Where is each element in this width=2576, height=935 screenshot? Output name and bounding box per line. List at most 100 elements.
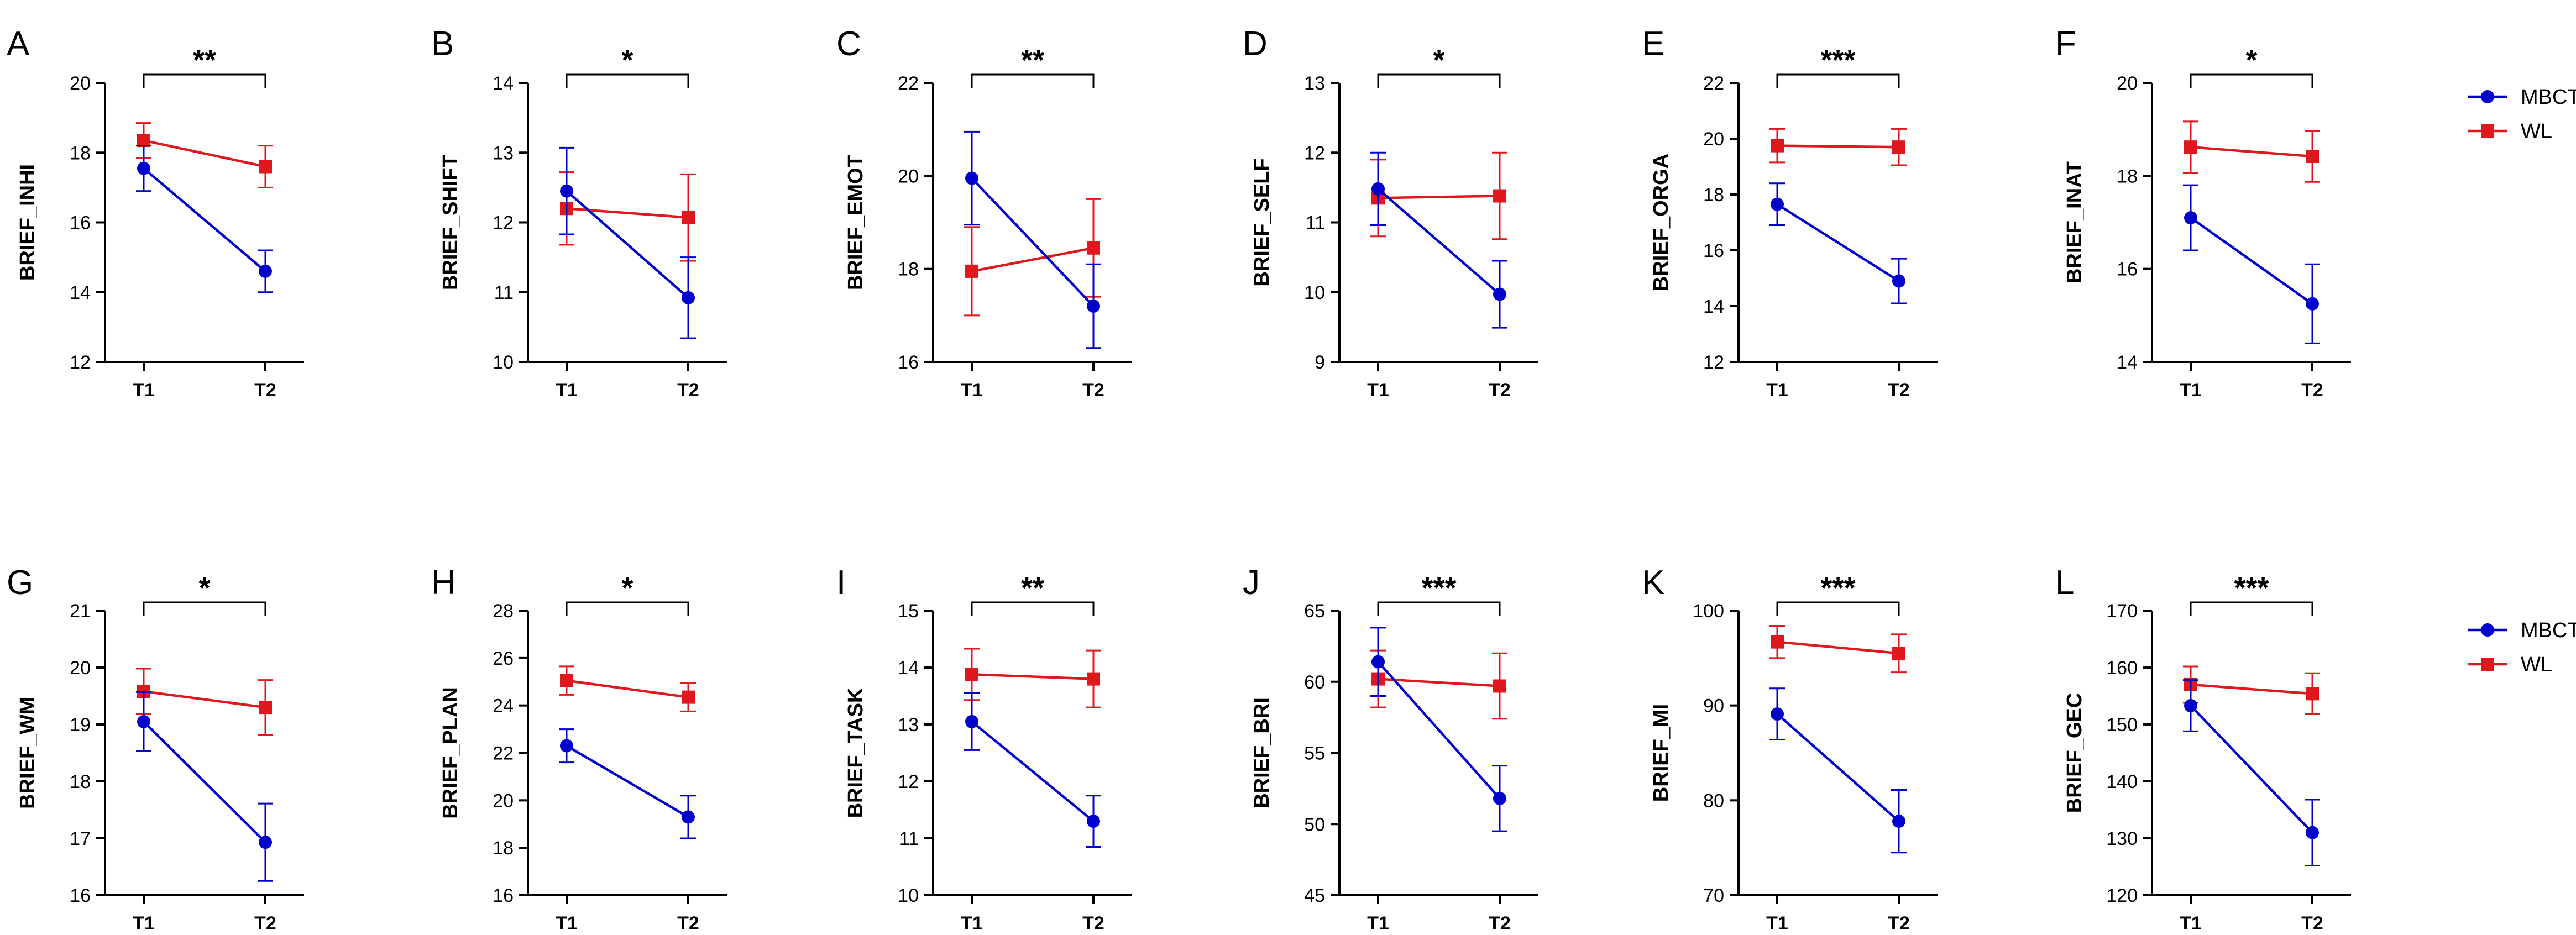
y-tick-label: 65 (1304, 601, 1325, 622)
series-line-mbct (1776, 203, 1900, 282)
x-tick-label: T1 (1766, 913, 1788, 934)
significance-label: ** (193, 44, 216, 77)
y-tick-label: 17 (70, 828, 91, 849)
panel-g: G 16 17 18 19 20 21 T1 T2 BRIEF_WM * (7, 564, 304, 934)
point-wl (965, 264, 978, 278)
y-tick-label: 60 (1304, 672, 1325, 693)
y-tick-label: 12 (898, 771, 919, 792)
point-mbct (1371, 182, 1385, 196)
y-axis-label: BRIEF_EMOT (844, 155, 867, 290)
series-wl (964, 648, 1101, 708)
series-wl (1769, 624, 1907, 674)
series-line-mbct (1377, 661, 1501, 800)
series-line-wl (971, 673, 1094, 680)
y-tick-label: 12 (1703, 352, 1724, 373)
y-tick-label: 21 (70, 601, 91, 622)
y-tick-label: 14 (1703, 296, 1724, 317)
series-mbct (136, 145, 273, 293)
series-mbct (1769, 687, 1907, 854)
series-wl (1769, 128, 1907, 166)
point-wl (1892, 647, 1905, 660)
panel-letter: E (1642, 25, 1664, 63)
series-line-mbct (2190, 705, 2313, 834)
significance-label: ** (1021, 44, 1044, 77)
y-tick-label: 160 (2106, 658, 2138, 679)
significance-label: * (1433, 44, 1444, 77)
x-tick-label: T2 (1888, 380, 1910, 401)
y-tick-label: 14 (70, 282, 91, 303)
y-tick-label: 10 (493, 352, 514, 373)
panel-k: K 70 80 90 100 T1 T2 BRIEF_MI *** (1642, 564, 1938, 934)
series-wl (559, 171, 696, 262)
x-tick-label: T2 (1489, 380, 1511, 401)
y-tick-label: 100 (1693, 601, 1724, 622)
x-tick-label: T1 (1367, 380, 1389, 401)
point-mbct (137, 715, 150, 728)
panel-letter: G (7, 564, 33, 602)
x-tick-label: T1 (2180, 380, 2202, 401)
series-line-wl (1378, 677, 1500, 687)
y-axis-label: BRIEF_MI (1650, 704, 1673, 802)
y-tick-label: 80 (1703, 790, 1724, 811)
y-tick-label: 28 (493, 601, 514, 622)
y-tick-label: 20 (2117, 73, 2138, 94)
significance-label: *** (1820, 571, 1855, 605)
y-tick-label: 13 (1304, 73, 1325, 94)
y-tick-label: 13 (493, 143, 514, 164)
series-line-mbct (1377, 188, 1501, 296)
y-tick-label: 22 (1703, 73, 1724, 94)
panel-letter: J (1243, 564, 1260, 602)
y-tick-label: 18 (2117, 166, 2138, 187)
point-mbct (560, 184, 573, 198)
panel-letter: D (1243, 25, 1268, 63)
point-wl (1493, 189, 1506, 203)
x-tick-label: T1 (961, 913, 983, 934)
series-mbct (2183, 679, 2320, 866)
y-tick-label: 150 (2106, 715, 2138, 736)
point-mbct (1771, 197, 1784, 211)
series-wl (2183, 120, 2320, 183)
point-mbct (259, 836, 272, 849)
y-axis-label: BRIEF_WM (16, 697, 39, 809)
series-line-wl (1777, 144, 1899, 149)
y-axis-label: BRIEF_GEC (2063, 693, 2086, 813)
point-mbct (1892, 815, 1905, 828)
series-wl (1370, 649, 1507, 720)
y-tick-label: 10 (1304, 282, 1325, 303)
point-wl (2306, 687, 2319, 701)
y-tick-label: 14 (2117, 352, 2138, 373)
point-mbct (1892, 274, 1905, 288)
series-mbct (964, 692, 1101, 848)
panel-e: E 12 14 16 18 20 22 T1 T2 BRIEF_ORGA *** (1642, 25, 1938, 401)
point-mbct (682, 810, 695, 824)
point-wl (1087, 241, 1100, 255)
series-line-wl (566, 207, 689, 219)
panel-j: J 45 50 55 60 65 T1 T2 BRIEF_BRI *** (1243, 564, 1538, 934)
significance-bracket (1377, 601, 1501, 616)
x-tick-label: T1 (1367, 913, 1389, 934)
legend-marker-mbct (2481, 623, 2494, 637)
series-mbct (1769, 182, 1907, 304)
y-tick-label: 22 (493, 743, 514, 764)
significance-bracket (566, 601, 689, 616)
point-mbct (259, 264, 272, 278)
point-wl (259, 701, 272, 715)
y-tick-label: 11 (899, 828, 919, 849)
y-tick-label: 24 (493, 696, 514, 717)
y-axis-label: BRIEF_SELF (1250, 158, 1274, 286)
significance-bracket (1776, 601, 1900, 616)
legend-label: WL (2521, 653, 2552, 676)
series-mbct (964, 130, 1101, 349)
legend-label: MBCT (2521, 86, 2576, 109)
significance-bracket (143, 601, 266, 616)
point-mbct (2184, 699, 2197, 713)
x-tick-label: T2 (1082, 913, 1104, 934)
y-tick-label: 20 (1703, 129, 1724, 150)
x-tick-label: T1 (556, 913, 578, 934)
point-mbct (965, 715, 978, 728)
series-line-wl (143, 139, 266, 168)
x-tick-label: T2 (1888, 913, 1910, 934)
x-tick-label: T2 (677, 380, 699, 401)
y-tick-label: 9 (1315, 352, 1325, 373)
series-line-wl (2190, 683, 2313, 695)
